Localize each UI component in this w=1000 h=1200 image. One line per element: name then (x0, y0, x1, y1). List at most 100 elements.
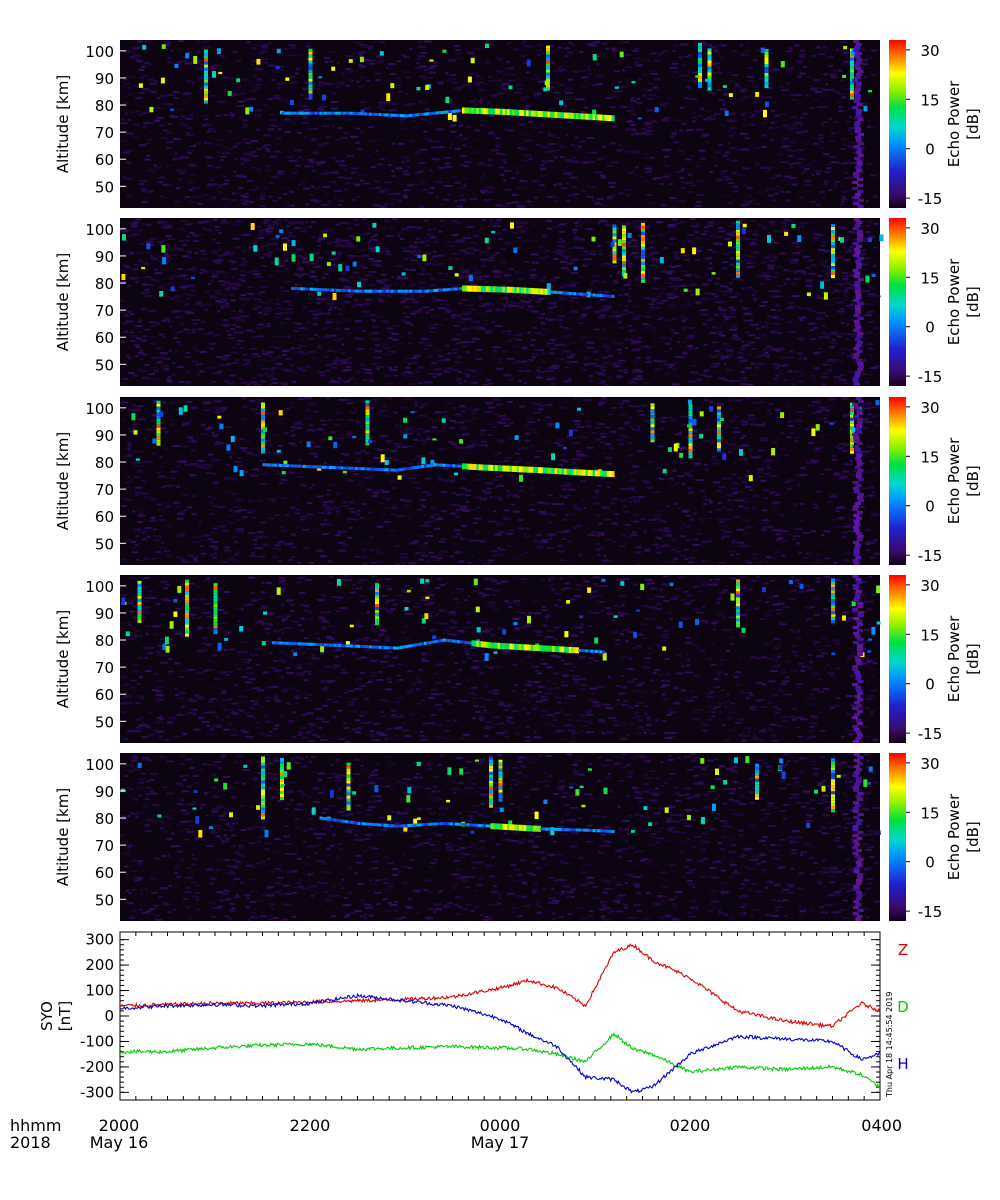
echo-pixel (831, 593, 835, 596)
echo-pixel (239, 626, 243, 632)
echo-pixel (366, 430, 370, 433)
echo-pixel (546, 61, 550, 64)
echo-pixel (831, 608, 835, 611)
echo-pixel (850, 412, 854, 415)
echo-pixel (736, 251, 740, 254)
echo-pixel (204, 95, 208, 98)
echo-pixel (475, 760, 479, 762)
mag-plot-frame (120, 932, 880, 1100)
echo-pixel (198, 830, 202, 838)
echo-pixel (622, 246, 626, 249)
echo-pixel (489, 775, 493, 778)
echo-pixel (755, 773, 759, 776)
echo-pixel (185, 604, 189, 607)
colorbar-tick-label: 30 (920, 220, 939, 238)
echo-pixel (698, 58, 702, 61)
echo-pixel (500, 808, 504, 812)
y-tick-label: 50 (95, 891, 114, 909)
echo-pixel (403, 827, 407, 831)
echo-pixel (276, 235, 280, 238)
echo-pixel (641, 241, 645, 244)
echo-pixel (398, 475, 402, 479)
echo-pixel (736, 591, 740, 594)
colorbar-gradient (889, 397, 906, 565)
echo-pixel (290, 100, 294, 105)
echo-pixel (185, 631, 189, 634)
y-tick-label: 80 (95, 810, 114, 828)
echo-pixel (425, 85, 429, 90)
echo-pixel (700, 758, 704, 764)
echo-pixel (138, 581, 142, 584)
echo-pixel (708, 88, 712, 91)
echo-pixel (347, 787, 351, 790)
echo-pixel (442, 418, 446, 422)
echo-pixel (204, 53, 208, 56)
echo-pixel (781, 61, 785, 67)
echo-pixel (631, 81, 635, 83)
echo-pixel (280, 761, 284, 764)
echo-pixel (820, 281, 824, 288)
echo-pixel (613, 236, 617, 239)
echo-pixel (715, 769, 719, 775)
echo-pixel (138, 620, 142, 623)
echo-pixel (347, 799, 351, 802)
echo-pixel (261, 442, 265, 445)
echo-pixel (698, 82, 702, 85)
echo-pixel (708, 61, 712, 64)
echo-pixel (356, 236, 360, 241)
echo-pixel (514, 622, 518, 625)
echo-pixel (709, 406, 713, 411)
echo-pixel (701, 817, 705, 824)
echo-pixel (689, 449, 693, 452)
echo-pixel (204, 83, 208, 86)
echo-pixel (693, 419, 697, 425)
y-tick-label: 50 (95, 178, 114, 196)
echo-pixel (831, 254, 835, 257)
echo-pixel (580, 786, 584, 788)
echo-pixel (138, 614, 142, 617)
echo-pixel (261, 409, 265, 412)
echo-pixel (261, 412, 265, 415)
echo-pixel (489, 802, 493, 805)
echo-pixel (831, 272, 835, 275)
echo-pixel (261, 787, 265, 790)
echo-pixel (204, 59, 208, 62)
echo-pixel (194, 790, 198, 793)
echo-pixel (138, 590, 142, 593)
echo-pixel (708, 52, 712, 55)
echo-pixel (641, 253, 645, 256)
echo-pixel (489, 763, 493, 766)
y-tick-label: 70 (95, 124, 114, 142)
echo-pixel (660, 257, 664, 263)
y-axis-label: Altitude [km] (54, 432, 72, 530)
echo-pixel (374, 785, 378, 792)
echo-pixel (807, 293, 811, 297)
echo-pixel (499, 769, 503, 772)
echo-pixel (459, 768, 463, 774)
echo-pixel (417, 255, 421, 258)
echo-pixel (161, 245, 165, 253)
echo-pixel (717, 445, 721, 448)
echo-pixel (641, 265, 645, 268)
echo-pixel (831, 251, 835, 254)
echo-pixel (755, 797, 759, 800)
echo-pixel (779, 765, 783, 770)
echo-pixel (622, 249, 626, 252)
echo-pixel (366, 436, 370, 439)
echo-pixel (185, 625, 189, 628)
colorbar-tick-label: 0 (925, 141, 935, 159)
echo-pixel (708, 58, 712, 61)
echo-pixel (547, 283, 551, 289)
echo-pixel (417, 817, 421, 820)
echo-pixel (876, 400, 880, 405)
echo-pixel (698, 85, 702, 88)
echo-pixel (603, 653, 607, 661)
echo-pixel (489, 799, 493, 802)
echo-pixel (692, 247, 696, 254)
echo-pixel (850, 88, 854, 91)
echo-pixel (499, 793, 503, 796)
echo-pixel (651, 421, 655, 424)
echo-pixel (765, 76, 769, 79)
echo-pixel (121, 597, 125, 605)
